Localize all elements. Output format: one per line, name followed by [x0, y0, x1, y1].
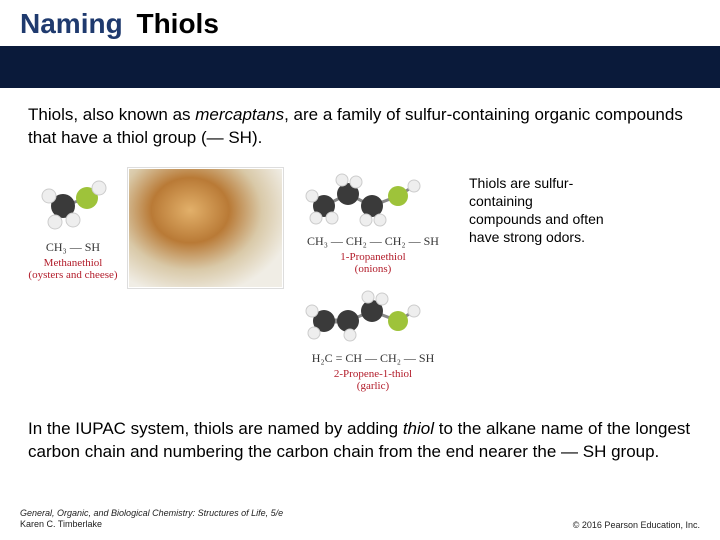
title-bar: Naming Thiols [0, 0, 720, 46]
footer-author: Karen C. Timberlake [20, 519, 283, 530]
title-word-1: Naming [20, 8, 123, 39]
footer-copyright: © 2016 Pearson Education, Inc. [573, 520, 700, 530]
propanethiol-name: 1-Propanethiol (onions) [340, 251, 405, 275]
title-word-2: Thiols [136, 8, 218, 39]
footer: General, Organic, and Biological Chemist… [0, 508, 720, 530]
propenethiol-model-icon [298, 285, 448, 349]
footer-left: General, Organic, and Biological Chemist… [20, 508, 283, 530]
intro-pre: Thiols, also known as [28, 105, 195, 124]
header-band [0, 46, 720, 88]
methanethiol-formula: CH₃ — SH [46, 240, 100, 255]
propanethiol-formula: CH₃ — CH₂ — CH₂ — SH [307, 234, 439, 249]
iupac-paragraph: In the IUPAC system, thiols are named by… [28, 418, 692, 464]
propenethiol-name: 2-Propene-1-thiol (garlic) [334, 368, 412, 392]
propanethiol-block: CH₃ — CH₂ — CH₂ — SH 1-Propanethiol (oni… [293, 168, 453, 275]
figure-caption: Thiols are sulfur-containing compounds a… [469, 174, 609, 247]
food-photo [128, 168, 283, 288]
iupac-pre: In the IUPAC system, thiols are named by… [28, 419, 403, 438]
propenethiol-block: H₂C = CH — CH₂ — SH 2-Propene-1-thiol (g… [293, 285, 453, 392]
propanethiol-model-icon [298, 168, 448, 232]
methanethiol-name: Methanethiol (oysters and cheese) [28, 257, 117, 281]
intro-italic: mercaptans [195, 105, 284, 124]
footer-book-title: General, Organic, and Biological Chemist… [20, 508, 283, 519]
methanethiol-model-icon [33, 168, 113, 238]
right-molecules: CH₃ — CH₂ — CH₂ — SH 1-Propanethiol (oni… [293, 168, 453, 392]
content-area: Thiols, also known as mercaptans, are a … [0, 88, 720, 464]
intro-paragraph: Thiols, also known as mercaptans, are a … [28, 104, 692, 150]
methanethiol-block: CH₃ — SH Methanethiol (oysters and chees… [28, 168, 118, 281]
page-title: Naming Thiols [20, 8, 700, 40]
propenethiol-formula: H₂C = CH — CH₂ — SH [312, 351, 434, 366]
figure-row: CH₃ — SH Methanethiol (oysters and chees… [28, 168, 692, 392]
iupac-italic: thiol [403, 419, 434, 438]
